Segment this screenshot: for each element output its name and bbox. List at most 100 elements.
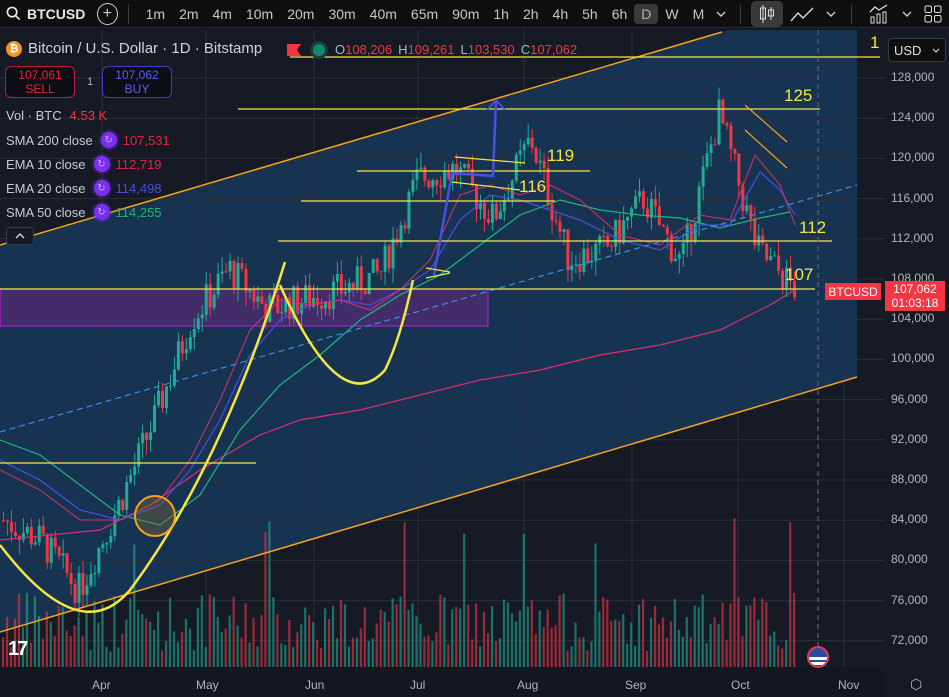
interval-5h[interactable]: 5h bbox=[582, 5, 598, 22]
settings-icon[interactable]: ⬡ bbox=[910, 676, 923, 692]
add-symbol-button[interactable]: + bbox=[96, 2, 118, 25]
price-tick: 124,000 bbox=[891, 110, 935, 125]
divider bbox=[127, 3, 129, 24]
interval-10m[interactable]: 10m bbox=[245, 5, 274, 22]
time-tick: Oct bbox=[731, 678, 750, 692]
volume-legend[interactable]: Vol · BTC 4.53 K bbox=[6, 108, 107, 123]
time-tick: Jul bbox=[410, 678, 426, 692]
chart-pane[interactable] bbox=[0, 30, 885, 667]
refresh-icon[interactable]: ↻ bbox=[93, 180, 110, 196]
interval-2m[interactable]: 2m bbox=[179, 5, 199, 22]
interval-30m[interactable]: 30m bbox=[328, 5, 356, 22]
market-status-icon[interactable] bbox=[313, 43, 325, 56]
open-value: 108,206 bbox=[345, 42, 393, 57]
interval-65m[interactable]: 65m bbox=[410, 5, 439, 22]
collapse-legend-button[interactable] bbox=[6, 227, 34, 245]
interval-dropdown-button[interactable] bbox=[711, 11, 730, 17]
time-tick: Jun bbox=[305, 678, 325, 692]
refresh-icon[interactable]: ↻ bbox=[93, 204, 110, 220]
buy-button[interactable]: 107,062 BUY bbox=[102, 66, 172, 98]
channel-fill bbox=[0, 30, 857, 632]
annotation-label: 107 bbox=[785, 265, 814, 284]
level-lines bbox=[0, 56, 880, 464]
interval-6h[interactable]: 6h bbox=[611, 5, 628, 22]
interval-list: 1m 2m 4m 10m 20m 30m 40m 65m 90m 1h 2h 4h 5h 6h D W M bbox=[139, 3, 712, 24]
price-chart[interactable] bbox=[0, 30, 885, 667]
chart-type-button[interactable] bbox=[751, 0, 784, 27]
interval-W[interactable]: W bbox=[665, 5, 679, 22]
currency-label: USD bbox=[894, 42, 922, 58]
interval-40m[interactable]: 40m bbox=[369, 5, 397, 22]
divider bbox=[740, 3, 742, 24]
chevron-down-icon bbox=[716, 11, 726, 17]
interval-D[interactable]: D bbox=[634, 3, 659, 24]
spread-value: 1 bbox=[87, 76, 94, 88]
flag-icon[interactable] bbox=[287, 43, 301, 56]
interval-90m[interactable]: 90m bbox=[452, 5, 480, 22]
measured-move-arrow bbox=[432, 99, 498, 276]
price-axis[interactable] bbox=[885, 30, 949, 697]
indicator-value: 114,498 bbox=[115, 180, 162, 196]
indicator-legend-row[interactable]: EMA 20 close ↻ 114,498 bbox=[6, 180, 162, 196]
close-label: C bbox=[520, 42, 531, 57]
time-tick: Sep bbox=[625, 678, 647, 692]
indicators-icon bbox=[869, 3, 888, 23]
divider bbox=[851, 3, 853, 24]
buy-label: BUY bbox=[124, 82, 150, 96]
indicator-value: 114,255 bbox=[115, 204, 162, 220]
close-value: 107,062 bbox=[530, 42, 578, 57]
interval-4m[interactable]: 4m bbox=[212, 5, 232, 22]
time-tick: Nov bbox=[838, 678, 860, 692]
price-tick: 88,000 bbox=[891, 472, 928, 486]
sell-price: 107,061 bbox=[18, 68, 62, 82]
interval-1h[interactable]: 1h bbox=[493, 5, 509, 22]
layout-button[interactable] bbox=[917, 5, 949, 23]
interval-1m[interactable]: 1m bbox=[145, 5, 166, 22]
interval-2h[interactable]: 2h bbox=[522, 5, 539, 22]
indicator-legend-row[interactable]: SMA 50 close ↻ 114,255 bbox=[6, 204, 162, 220]
bar-countdown: 01:03:18 bbox=[891, 296, 939, 310]
candlesticks bbox=[2, 87, 797, 616]
tradingview-logo[interactable]: 17 bbox=[8, 638, 28, 660]
indicators-dropdown[interactable] bbox=[896, 11, 917, 17]
chevron-down-icon bbox=[902, 11, 912, 17]
ema-10-line bbox=[0, 154, 796, 521]
cup-curve-1 bbox=[0, 261, 287, 614]
indicator-legend-row[interactable]: EMA 10 close ↻ 112,719 bbox=[6, 156, 162, 172]
indicator-name: SMA 200 close bbox=[6, 132, 93, 148]
price-tick: 76,000 bbox=[891, 592, 928, 607]
annotation-label: 125 bbox=[784, 86, 813, 105]
sma-50-line bbox=[0, 199, 791, 526]
indicator-name: EMA 10 close bbox=[6, 156, 86, 172]
indicator-legend-row[interactable]: SMA 200 close ↻ 107,531 bbox=[6, 132, 170, 148]
volume-label: Vol · BTC bbox=[6, 108, 62, 123]
symbol-name: BTCUSD bbox=[27, 5, 86, 22]
indicators-button[interactable] bbox=[862, 3, 896, 24]
candles-icon bbox=[760, 4, 775, 23]
sma-200-line bbox=[0, 289, 796, 541]
sell-button[interactable]: 107,061 SELL bbox=[5, 66, 75, 98]
price-tick: 116,000 bbox=[891, 190, 934, 205]
refresh-icon[interactable]: ↻ bbox=[100, 132, 117, 148]
line-chart-button[interactable] bbox=[783, 6, 821, 22]
channel-upper bbox=[0, 31, 723, 246]
chart-style-dropdown[interactable] bbox=[821, 11, 842, 17]
interval-4h[interactable]: 4h bbox=[552, 5, 569, 22]
chart-legend-title[interactable]: ₿ Bitcoin / U.S. Dollar · 1D · Bitstamp bbox=[6, 40, 262, 57]
indicator-value: 107,531 bbox=[122, 132, 170, 148]
refresh-icon[interactable]: ↻ bbox=[93, 156, 110, 172]
volume-value: 4.53 K bbox=[69, 108, 108, 123]
price-tick: 92,000 bbox=[891, 431, 928, 446]
price-tick: 72,000 bbox=[891, 632, 928, 647]
consolidation-circle bbox=[134, 495, 176, 537]
us-flag-event-icon[interactable] bbox=[807, 646, 829, 668]
symbol-search[interactable]: BTCUSD bbox=[0, 6, 89, 22]
annotation-label: 112 bbox=[799, 218, 827, 237]
channel-midline bbox=[0, 184, 858, 433]
interval-M[interactable]: M bbox=[692, 5, 705, 22]
interval-20m[interactable]: 20m bbox=[287, 5, 315, 22]
currency-selector[interactable]: USD bbox=[888, 38, 946, 62]
support-zone bbox=[0, 288, 489, 327]
buy-price: 107,062 bbox=[115, 68, 159, 82]
line-chart-icon bbox=[790, 7, 814, 21]
